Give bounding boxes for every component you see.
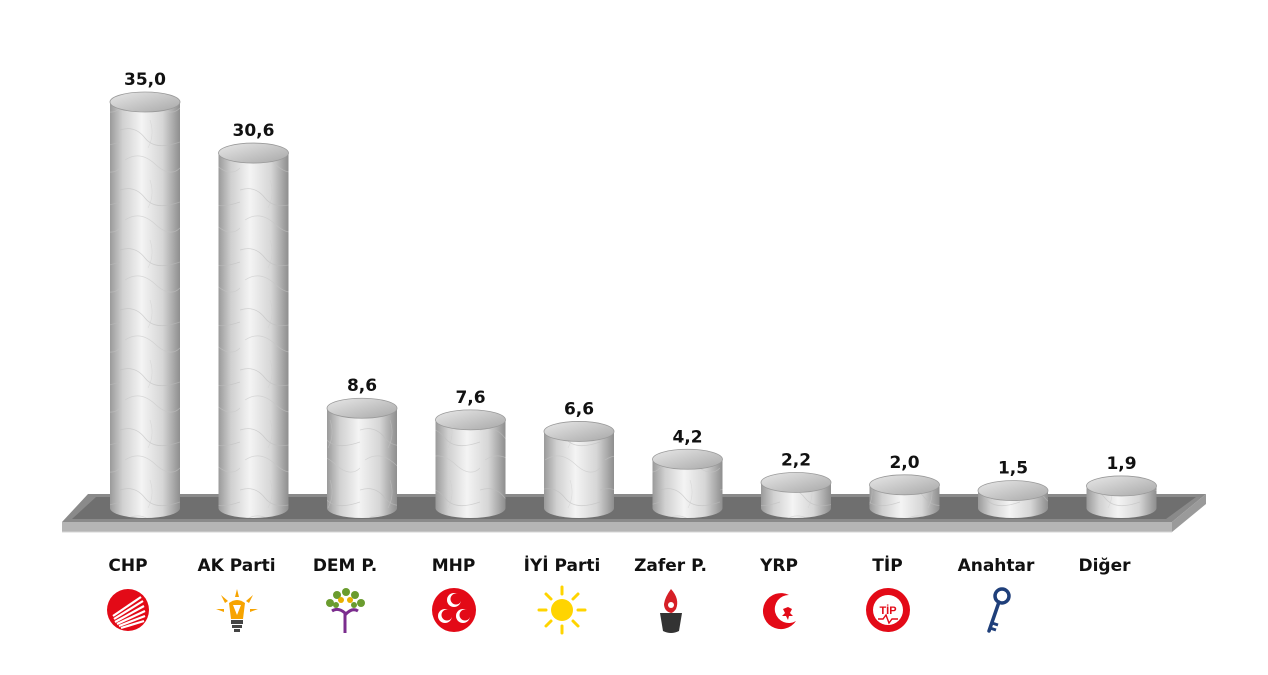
bar-8 — [869, 474, 940, 518]
value-label-2: 30,6 — [233, 121, 275, 141]
category-label-1: CHP — [108, 556, 148, 576]
floor-front — [62, 522, 1172, 532]
yrp-crescent-icon — [754, 585, 804, 635]
bar-top — [1086, 475, 1157, 497]
zafer-torch-icon — [646, 585, 696, 635]
category-label-5: İYİ Parti — [523, 556, 601, 576]
bar-2 — [218, 142, 289, 519]
value-label-7: 2,2 — [781, 450, 811, 470]
iyi-sun-icon — [537, 585, 587, 635]
value-label-4: 7,6 — [455, 388, 485, 408]
bar-top — [218, 142, 289, 164]
value-labels: 35,0 30,6 8,6 7,6 6,6 4,2 2,2 2,0 1,5 1,9 — [124, 70, 1137, 479]
value-label-9: 1,5 — [998, 459, 1028, 479]
bar-10 — [1086, 475, 1157, 518]
bar-7 — [760, 472, 832, 518]
bar-texture — [327, 408, 397, 518]
value-label-10: 1,9 — [1106, 454, 1136, 474]
bar-top — [977, 480, 1049, 502]
category-label-6: Zafer P. — [634, 556, 707, 576]
mhp-three-crescents-icon — [429, 585, 479, 635]
bar-top — [543, 421, 615, 442]
category-label-3: DEM P. — [312, 556, 378, 576]
akp-lightbulb-icon — [212, 585, 262, 635]
value-label-6: 4,2 — [672, 427, 702, 447]
value-label-3: 8,6 — [347, 376, 377, 396]
tip-seal-icon: TİP — [863, 585, 913, 635]
bar-9 — [977, 480, 1049, 518]
value-label-1: 35,0 — [124, 70, 166, 90]
bar-top — [652, 448, 723, 470]
bar-texture — [218, 153, 289, 519]
chp-six-arrows-icon — [103, 585, 153, 635]
bar-top — [760, 472, 832, 493]
category-label-9: Anahtar — [957, 556, 1035, 576]
floor-side — [1172, 494, 1206, 532]
category-label-8: TİP — [872, 556, 903, 576]
bar-1 — [109, 91, 181, 518]
anahtar-key-icon — [971, 585, 1021, 635]
bar-top — [869, 474, 940, 496]
bar-texture — [544, 431, 614, 518]
bar-6 — [652, 448, 723, 518]
bar-top — [326, 397, 398, 419]
category-label-2: AK Parti — [197, 556, 276, 576]
value-label-5: 6,6 — [564, 399, 594, 419]
value-label-8: 2,0 — [889, 453, 919, 473]
bar-top — [435, 409, 506, 431]
svg-text:TİP: TİP — [879, 604, 896, 617]
bar-texture — [435, 419, 506, 518]
category-label-7: YRP — [760, 556, 798, 576]
bar-texture — [110, 102, 180, 518]
category-label-10: Diğer — [1078, 556, 1131, 576]
bar-3 — [326, 397, 398, 518]
bars — [109, 91, 1157, 519]
category-label-4: MHP — [431, 556, 476, 576]
bar-top — [109, 91, 181, 113]
bar-4 — [435, 409, 506, 518]
bar-texture — [652, 459, 723, 518]
bar-5 — [543, 421, 615, 518]
dem-tree-icon — [320, 585, 370, 635]
